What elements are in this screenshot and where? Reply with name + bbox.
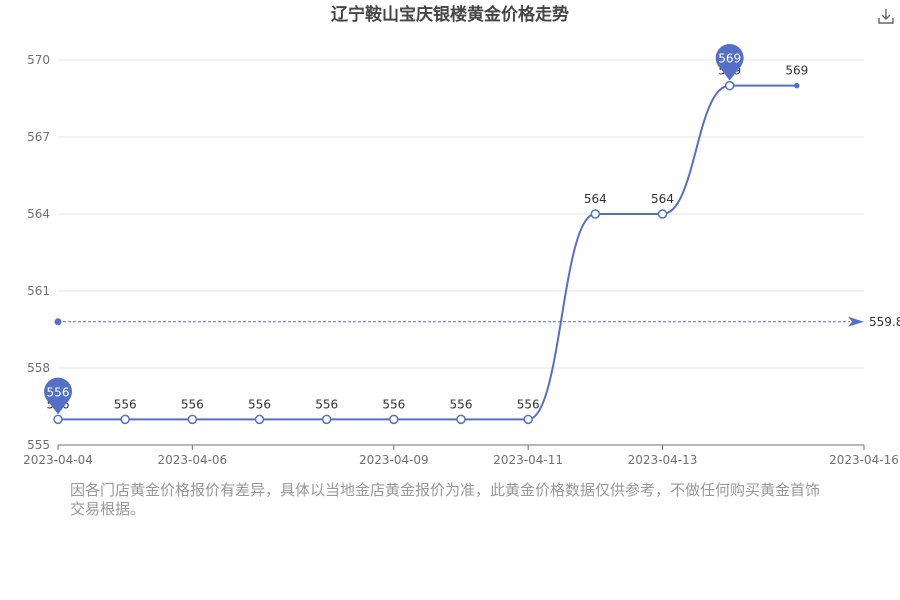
- data-point: [456, 414, 466, 425]
- data-point: [254, 414, 265, 425]
- data-point: [389, 414, 399, 425]
- data-label: 556: [517, 397, 540, 411]
- y-tick-label: 567: [27, 130, 50, 144]
- average-arrow: [848, 316, 864, 327]
- data-point: [187, 414, 198, 425]
- average-label: 559.8: [869, 315, 900, 329]
- data-label: 556: [450, 397, 473, 411]
- price-series: [53, 80, 800, 425]
- chart-title: 辽宁鞍山宝庆银楼黄金价格走势: [331, 4, 569, 25]
- data-label: 569: [785, 64, 808, 78]
- data-point: [321, 414, 332, 425]
- max-marker: 569: [715, 43, 744, 81]
- data-point: [120, 414, 130, 425]
- y-tick-label: 564: [27, 207, 50, 221]
- data-label: 556: [181, 397, 204, 411]
- x-tick-label: 2023-04-06: [157, 453, 227, 467]
- extreme-markers: 556 569: [44, 43, 744, 415]
- y-tick-label: 570: [27, 53, 50, 67]
- data-label: 564: [651, 192, 674, 206]
- data-label: 556: [382, 397, 405, 411]
- min-marker: 556: [44, 377, 73, 415]
- data-point: [794, 82, 800, 89]
- min-pin: [44, 377, 73, 415]
- y-axis: 555 558 561 564 567 570: [27, 53, 50, 452]
- data-point: [590, 209, 601, 219]
- max-pin-label: 569: [718, 52, 741, 66]
- data-label: 564: [584, 192, 607, 206]
- price-line: [57, 84, 797, 421]
- min-pin-label: 556: [47, 385, 70, 399]
- y-tick-label: 558: [27, 361, 50, 375]
- x-tick-label: 2023-04-09: [359, 453, 429, 467]
- download-icon[interactable]: [876, 6, 896, 26]
- data-labels: 556556556556556556556556564564569569: [47, 64, 809, 412]
- data-point: [657, 209, 668, 219]
- max-pin: [715, 43, 744, 81]
- data-label: 556: [315, 397, 338, 411]
- y-tick-label: 555: [27, 438, 50, 452]
- data-label: 556: [248, 397, 271, 411]
- data-point: [523, 414, 533, 425]
- price-disclaimer: 因各门店黄金价格报价有差异，具体以当地金店黄金报价为准，此黄金价格数据仅供参考，…: [70, 481, 821, 518]
- x-tick-label: 2023-04-16: [829, 453, 899, 467]
- x-axis: 2023-04-04 2023-04-06 2023-04-09 2023-04-11…: [23, 444, 899, 467]
- x-tick-label: 2023-04-04: [23, 453, 93, 467]
- data-label: 556: [114, 397, 137, 411]
- x-tick-label: 2023-04-11: [493, 453, 563, 467]
- x-tick-label: 2023-04-13: [628, 453, 698, 467]
- average-line: 559.8: [54, 315, 900, 329]
- y-tick-label: 561: [27, 284, 50, 298]
- data-point: [53, 414, 63, 425]
- data-point: [724, 80, 735, 91]
